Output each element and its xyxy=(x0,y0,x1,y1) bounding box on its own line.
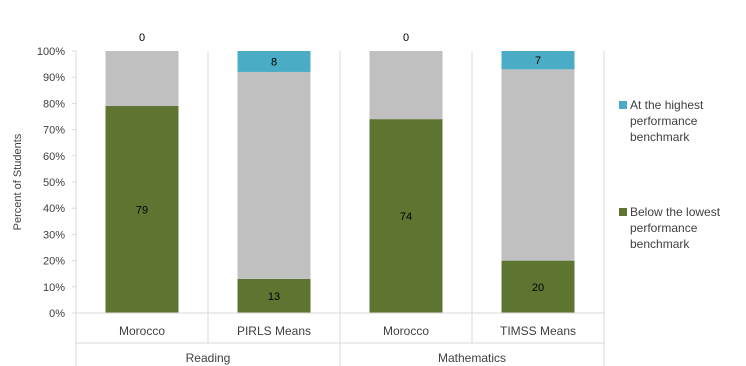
category-label: Morocco xyxy=(119,324,165,338)
y-tick-label: 0% xyxy=(49,308,65,320)
y-tick-label: 90% xyxy=(43,72,65,84)
data-label: 7 xyxy=(535,55,541,67)
y-tick-label: 30% xyxy=(43,229,65,241)
y-tick-label: 70% xyxy=(43,125,65,137)
data-label: 13 xyxy=(268,291,280,303)
bar-segment xyxy=(501,51,575,70)
y-axis: 0% 10% 20% 30% 40% 50% 60% 70% 80% 90% 100% xyxy=(37,46,77,320)
bars: 79 0 13 8 74 0 20 7 xyxy=(105,32,575,314)
bar-segment xyxy=(501,69,575,261)
category-label: PIRLS Means xyxy=(237,324,311,338)
y-tick-label: 80% xyxy=(43,98,65,110)
y-tick-label: 40% xyxy=(43,203,65,215)
y-tick-label: 60% xyxy=(43,151,65,163)
bar-segment xyxy=(237,71,311,279)
bar-segment xyxy=(501,260,575,313)
bar-segment xyxy=(237,278,311,313)
legend-label-highest: At the highest performance benchmark xyxy=(630,98,704,144)
bar-segment xyxy=(369,51,443,120)
data-label: 8 xyxy=(271,56,277,68)
data-label: 20 xyxy=(532,282,544,294)
category-label: Morocco xyxy=(383,324,429,338)
y-tick-label: 20% xyxy=(43,256,65,268)
data-label: 74 xyxy=(400,211,412,223)
group-label: Mathematics xyxy=(438,351,506,365)
legend-swatch-highest xyxy=(619,101,627,109)
bar-segment xyxy=(369,119,443,314)
y-axis-label: Percent of Students xyxy=(12,133,24,230)
x-axis: Morocco PIRLS Means Morocco TIMSS Means Read… xyxy=(75,51,605,366)
bar-segment xyxy=(237,51,311,72)
y-tick-label: 50% xyxy=(43,177,65,189)
data-label: 0 xyxy=(403,32,409,44)
y-tick-label: 100% xyxy=(37,46,65,58)
data-label: 79 xyxy=(136,205,148,217)
legend-swatch-lowest xyxy=(619,208,627,216)
bar-segment xyxy=(105,106,179,314)
data-label: 0 xyxy=(139,32,145,44)
y-tick-label: 10% xyxy=(43,282,65,294)
group-label: Reading xyxy=(186,351,231,365)
bar-segment xyxy=(105,51,179,107)
legend-label-lowest: Below the lowest performance benchmark xyxy=(630,205,721,251)
category-label: TIMSS Means xyxy=(500,324,576,338)
